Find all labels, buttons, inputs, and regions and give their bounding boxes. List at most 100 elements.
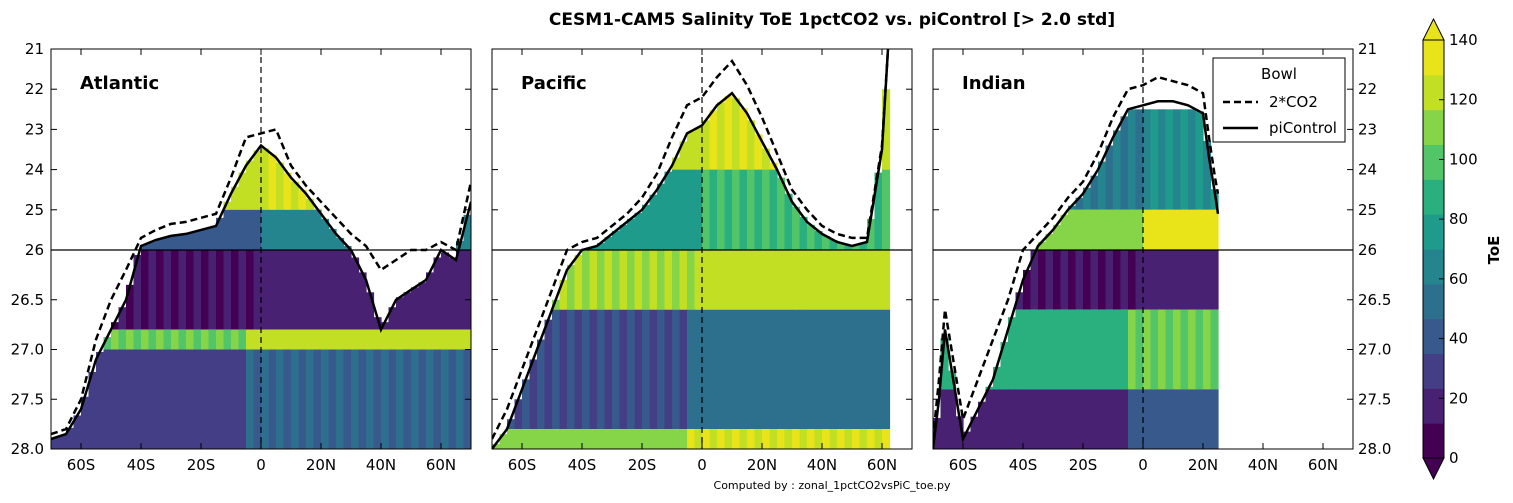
heatmap-cell [171, 329, 180, 350]
heatmap-cell [373, 329, 382, 350]
heatmap-cell [268, 349, 277, 449]
heatmap-cell [276, 329, 285, 350]
heatmap-cell [559, 429, 568, 449]
heatmap-cell [156, 238, 165, 250]
heatmap-cell [1180, 250, 1189, 310]
heatmap-cell [1120, 309, 1129, 390]
heatmap-cell [133, 349, 142, 449]
heatmap-cell [238, 250, 247, 330]
heatmap-cell [649, 250, 658, 310]
heatmap-cell [1165, 309, 1174, 390]
heatmap-cell [291, 209, 300, 250]
heatmap-cell [829, 239, 838, 250]
colorbar-tick-label: 140 [1449, 31, 1478, 49]
heatmap-cell [1000, 389, 1009, 449]
heatmap-cell [627, 309, 636, 430]
heatmap-cell [784, 250, 793, 310]
heatmap-cell [1113, 389, 1122, 449]
heatmap-cell [867, 429, 876, 449]
heatmap-cell [448, 329, 457, 350]
heatmap-cell [724, 309, 733, 430]
heatmap-cell [777, 177, 786, 250]
colorbar-tick-label: 120 [1449, 91, 1478, 109]
heatmap-cell [298, 209, 307, 250]
bowl-picontrol-line [492, 49, 890, 449]
heatmap-cell [837, 242, 846, 250]
heatmap-cell [702, 309, 711, 430]
heatmap-cell [1075, 197, 1084, 210]
y-tick-label-right: 22 [1358, 80, 1377, 98]
heatmap-cell [328, 329, 337, 350]
heatmap-cell [208, 349, 217, 449]
heatmap-cell [1120, 250, 1129, 310]
heatmap-cell [702, 429, 711, 449]
heatmap-cell [574, 429, 583, 449]
heatmap-cell [411, 287, 420, 330]
heatmap-cell [441, 329, 450, 350]
heatmap-cell [261, 209, 270, 250]
heatmap-cell [604, 309, 613, 430]
heatmap-cell [1188, 109, 1197, 210]
legend-entry-label: 2*CO2 [1269, 93, 1318, 111]
heatmap-cell [642, 250, 651, 310]
x-tick-label: 60S [508, 456, 537, 474]
heatmap-cell [223, 329, 232, 350]
heatmap-cell [1113, 250, 1122, 310]
heatmap-cell [627, 218, 636, 250]
heatmap-cell [1120, 389, 1129, 449]
heatmap-cell [732, 98, 741, 170]
heatmap-cell [514, 429, 523, 449]
heatmap-cell [1105, 309, 1114, 390]
heatmap-cell [1045, 250, 1054, 310]
heatmap-cell [291, 349, 300, 449]
heatmap-cell [852, 429, 861, 449]
heatmap-cell [747, 429, 756, 449]
y-tick-label-left: 21 [25, 40, 44, 58]
heatmap-cell [1128, 250, 1137, 310]
heatmap-cell [859, 309, 868, 430]
heatmap-cell [1083, 187, 1092, 210]
heatmap-cell [687, 309, 696, 430]
heatmap-cell [1038, 309, 1047, 390]
heatmap-cell [597, 250, 606, 310]
heatmap-cell [1098, 161, 1107, 210]
heatmap-cell [1008, 389, 1017, 449]
heatmap-cell [156, 250, 165, 330]
heatmap-cell [634, 250, 643, 310]
heatmap-cell [328, 250, 337, 330]
heatmap-cell [171, 349, 180, 449]
bowl-2co2-line [933, 75, 1220, 440]
colorbar-tick-label: 40 [1449, 330, 1468, 348]
heatmap-cell [507, 429, 516, 449]
heatmap-cell [291, 250, 300, 330]
heatmap-cell [1203, 209, 1212, 250]
heatmap-cell [103, 349, 112, 449]
heatmap-cell [664, 429, 673, 449]
heatmap-cell [463, 250, 471, 330]
heatmap-cell [246, 349, 255, 449]
heatmap-cell [649, 194, 658, 250]
heatmap-cell [118, 307, 127, 330]
heatmap-cell [724, 169, 733, 250]
heatmap-cell [1060, 214, 1069, 250]
heatmap-cell [1098, 209, 1107, 250]
x-tick-label: 0 [256, 456, 266, 474]
y-tick-label-right: 27.0 [1358, 341, 1391, 359]
heatmap-cell [1068, 205, 1077, 210]
colorbar-tick-label: 60 [1449, 270, 1468, 288]
y-axis-labels: 21 21 22 22 23 23 24 24 25 25 26 26 26.5 26.5 27.0 27.0… [11, 40, 1392, 458]
heatmap-cell [1188, 389, 1197, 449]
heatmap-cell [604, 250, 613, 310]
heatmap-cell [216, 329, 225, 350]
heatmap-cell [66, 427, 75, 449]
heatmap-cell [178, 250, 187, 330]
heatmap-cell [567, 309, 576, 430]
heatmap-cell [732, 250, 741, 310]
y-tick-label-right: 21 [1358, 40, 1377, 58]
heatmap-cell [51, 437, 60, 449]
heatmap-cell [882, 169, 891, 250]
heatmap-cell [1143, 209, 1152, 250]
heatmap-cell [657, 309, 666, 430]
heatmap-cell [762, 309, 771, 430]
heatmap-cell [163, 329, 172, 350]
